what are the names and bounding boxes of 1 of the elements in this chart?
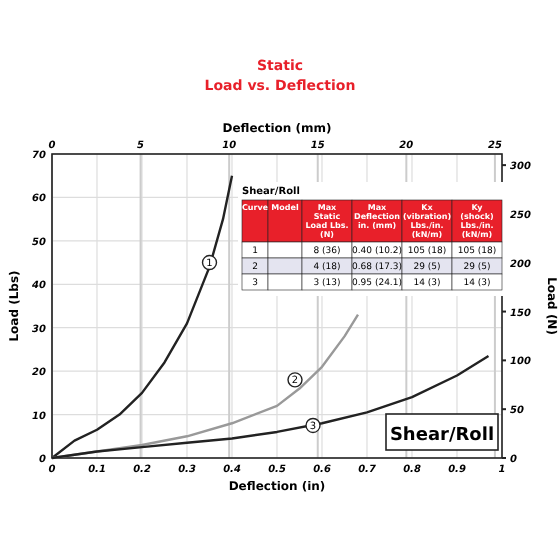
annotation: Shear/Roll [389, 426, 495, 446]
